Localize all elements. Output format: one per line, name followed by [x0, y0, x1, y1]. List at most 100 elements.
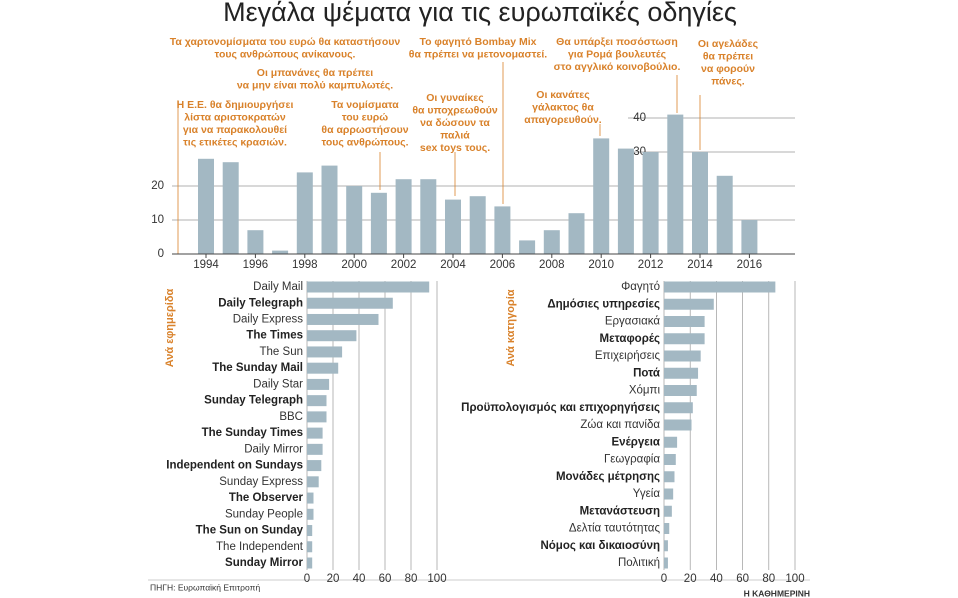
bar [568, 213, 585, 254]
x-tick-label: 80 [762, 573, 775, 585]
bar [307, 557, 313, 569]
annotation: Οι αγελάδες [698, 38, 759, 50]
annotation: θα αρρωστήσουν [321, 124, 408, 136]
category-label: Δημόσιες υπηρεσίες [547, 298, 660, 310]
bar [307, 411, 327, 423]
x-tick-label: 20 [327, 573, 340, 585]
bar [307, 330, 357, 342]
bar [664, 557, 668, 569]
y-tick-label: 40 [633, 112, 646, 124]
bar [307, 492, 314, 504]
bar [664, 316, 705, 327]
y-tick-label: 0 [158, 248, 164, 260]
x-tick-label: 100 [427, 573, 446, 585]
bar [664, 540, 668, 552]
category-label: Υγεία [633, 488, 661, 500]
category-label: Daily Express [233, 314, 304, 326]
bar [593, 138, 610, 254]
annotation: γάλακτος θα [532, 101, 594, 113]
x-tick-label: 40 [710, 573, 723, 585]
bar [307, 508, 314, 520]
annotation: Η Ε.Ε. θα δημιουργήσει [177, 99, 294, 111]
category-label: Φαγητό [621, 281, 660, 293]
category-label: Μετανάστευση [580, 505, 660, 517]
bar [247, 230, 264, 254]
category-label: The Observer [229, 492, 304, 504]
x-tick-label: 1994 [193, 259, 219, 271]
bar [307, 525, 313, 537]
bar [272, 250, 289, 254]
category-label: BBC [279, 411, 303, 423]
category-label: Εργασιακά [605, 316, 661, 328]
category-label: The Sun on Sunday [196, 525, 304, 537]
bar [307, 378, 330, 390]
x-tick-label: 100 [785, 573, 804, 585]
x-tick-label: 0 [661, 573, 667, 585]
category-label: Daily Mirror [244, 443, 303, 455]
annotation: θα πρέπει να μετονομαστεί. [409, 48, 548, 60]
bar [307, 346, 343, 358]
category-label: The Sun [260, 346, 303, 358]
annotation: Τα νομίσματα [331, 99, 399, 111]
annotation: να δώσουν τα [420, 117, 490, 129]
x-tick-label: 60 [379, 573, 392, 585]
annotation: θα πρέπει [703, 50, 753, 62]
annotation: τις ετικέτες κρασιών. [183, 136, 287, 148]
annotation: να φορούν [701, 63, 755, 75]
y-tick-label: 10 [151, 214, 164, 226]
x-tick-label: 1996 [243, 259, 269, 271]
bar [307, 297, 393, 309]
annotation: να μην είναι πολύ καμπυλωτές. [237, 79, 393, 91]
category-label: Πολιτική [618, 557, 660, 569]
category-label: Μονάδες μέτρησης [556, 471, 660, 483]
bar [370, 192, 387, 254]
annotation: Το φαγητό Bombay Mix [419, 36, 536, 48]
bar [519, 240, 536, 254]
annotation: Οι μπανάνες θα πρέπει [257, 67, 373, 79]
category-label: The Independent [216, 541, 304, 553]
annotation: για Ρομά βουλευτές [568, 48, 667, 60]
bar [664, 402, 693, 414]
bar [543, 230, 560, 254]
bar [664, 523, 670, 534]
annotation: τους ανθρώπους ανίκανους. [215, 48, 356, 60]
title: Μεγάλα ψέματα για τις ευρωπαϊκές οδηγίες [223, 0, 737, 27]
x-tick-label: 2008 [539, 259, 565, 271]
category-label: Sunday Mirror [225, 557, 303, 569]
category-label: Δελτία ταυτότητας [569, 523, 661, 535]
bar [692, 152, 708, 254]
category-label: Daily Telegraph [218, 297, 303, 309]
category-label: The Sunday Mail [212, 362, 303, 374]
x-tick-label: 20 [684, 573, 697, 585]
x-tick-label: 2014 [687, 259, 713, 271]
bar [642, 152, 659, 254]
bar [664, 385, 697, 396]
category-label: Sunday Express [219, 476, 303, 488]
bar [198, 158, 214, 254]
x-tick-label: 2004 [440, 259, 466, 271]
bar [664, 454, 676, 465]
annotation: Θα υπάρξει ποσόστωση [556, 36, 678, 48]
bar [307, 460, 322, 472]
bar [321, 165, 338, 254]
bar [664, 298, 714, 310]
category-label: Ενέργεια [612, 436, 661, 448]
category-label: Independent on Sundays [166, 460, 303, 472]
annotation: τους ανθρώπους. [322, 136, 409, 148]
bar [664, 350, 701, 362]
x-tick-label: 2012 [638, 259, 664, 271]
bar [307, 362, 339, 374]
bar [664, 471, 675, 483]
bar [664, 419, 692, 431]
bar [664, 367, 699, 379]
x-tick-label: 40 [353, 573, 366, 585]
bar [420, 179, 437, 254]
bar [445, 199, 461, 254]
bar [469, 196, 486, 254]
annotation: παλιά [440, 129, 470, 141]
x-tick-label: 80 [405, 573, 418, 585]
category-label: Sunday Telegraph [204, 395, 303, 407]
bar [296, 172, 313, 254]
x-tick-label: 2006 [490, 259, 516, 271]
bar [664, 505, 672, 517]
